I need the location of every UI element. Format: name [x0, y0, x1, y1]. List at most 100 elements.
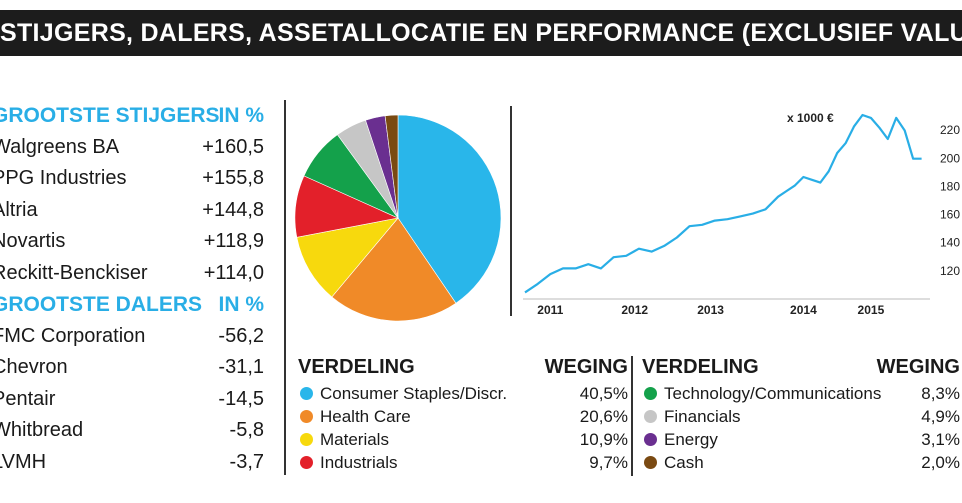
legend-item: Materials 10,9% — [298, 428, 628, 451]
stock-name: Altria — [0, 198, 38, 221]
header-banner: STIJGERS, DALERS, ASSETALLOCATIE EN PERF… — [0, 10, 962, 56]
x-tick-label: 2013 — [697, 303, 724, 317]
allocation-pie-chart — [294, 114, 502, 322]
stock-change: +155,8 — [202, 167, 264, 189]
loser-row: Pentair -14,5 — [0, 384, 272, 416]
gainers-losers-table: GROOTSTE STIJGERS IN % Walgreens BA +160… — [0, 100, 272, 478]
chart-divider — [510, 106, 512, 316]
legend-label: Technology/Communications — [664, 384, 882, 403]
gainers-unit: IN % — [218, 104, 264, 127]
stock-name: LVMH — [0, 450, 47, 473]
page-title: STIJGERS, DALERS, ASSETALLOCATIE EN PERF… — [0, 19, 962, 47]
x-tick-label: 2012 — [621, 303, 648, 317]
gainers-header: GROOTSTE STIJGERS IN % — [0, 100, 272, 132]
stock-change: +160,5 — [202, 135, 264, 158]
legend-label: Cash — [664, 453, 704, 472]
verdeling-heading: VERDELING — [298, 356, 415, 378]
stock-change: -56,2 — [218, 324, 264, 347]
legend-item: Health Care 20,6% — [298, 405, 628, 428]
gainer-row: Novartis +118,9 — [0, 226, 272, 258]
loser-row: FMC Corporation -56,2 — [0, 321, 272, 353]
y-tick-label: 120 — [940, 264, 960, 278]
legend-right: VERDELING WEGING Technology/Communicatio… — [642, 356, 960, 474]
legend-label: Energy — [664, 430, 718, 449]
legend-weight: 10,9% — [579, 430, 628, 449]
legend-weight: 9,7% — [589, 453, 628, 472]
stock-change: +144,8 — [202, 198, 264, 221]
legend-divider — [631, 356, 633, 476]
verdeling-heading: VERDELING — [642, 356, 759, 378]
stock-name: Pentair — [0, 387, 56, 410]
x-tick-label: 2015 — [858, 303, 885, 317]
stock-change: -14,5 — [218, 387, 264, 410]
legend-weight: 4,9% — [921, 407, 960, 426]
weging-heading: WEGING — [876, 356, 960, 378]
legend-color-dot — [644, 410, 657, 423]
gainer-row: Reckitt-Benckiser +114,0 — [0, 258, 272, 290]
legend-label: Materials — [320, 430, 389, 449]
stock-name: Walgreens BA — [0, 135, 120, 158]
portfolio-value-line — [524, 113, 922, 294]
legend-weight: 8,3% — [921, 384, 960, 403]
stock-name: PPG Industries — [0, 167, 127, 189]
y-tick-label: 200 — [940, 151, 960, 165]
stock-change: +118,9 — [203, 230, 264, 252]
legend-item: Cash 2,0% — [642, 451, 960, 474]
pie-slice-materials — [296, 217, 399, 298]
legend-header: VERDELING WEGING — [298, 356, 628, 382]
weging-heading: WEGING — [544, 356, 628, 378]
legend-label: Financials — [664, 407, 741, 426]
y-tick-label: 140 — [940, 236, 960, 250]
legend-weight: 3,1% — [921, 430, 960, 449]
stock-change: -31,1 — [218, 356, 264, 378]
loser-row: Whitbread -5,8 — [0, 415, 272, 447]
stock-name: Whitbread — [0, 419, 84, 441]
gainer-row: Walgreens BA +160,5 — [0, 132, 272, 164]
pie-slice-cash — [384, 114, 399, 219]
column-divider — [284, 100, 286, 475]
performance-line-chart: 120 140 160 180 200 220 2011 2012 2013 2014 2015 x … — [523, 111, 960, 317]
x-tick-label: 2011 — [537, 303, 563, 317]
legend-weight: 20,6% — [579, 407, 628, 426]
legend-weight: 40,5% — [579, 384, 628, 403]
y-tick-label: 160 — [940, 208, 960, 222]
pie-slice-consumer-staples-discr — [397, 114, 502, 304]
loser-row: LVMH -3,7 — [0, 447, 272, 479]
legend-color-dot — [300, 433, 313, 446]
legend-label: Consumer Staples/Discr. — [320, 384, 508, 403]
y-tick-label: 220 — [940, 123, 960, 137]
legend-color-dot — [644, 387, 657, 400]
stock-change: +114,0 — [203, 261, 264, 284]
legend-color-dot — [300, 456, 313, 469]
stock-name: FMC Corporation — [0, 324, 146, 347]
legend-item: Industrials 9,7% — [298, 451, 628, 474]
legend-item: Consumer Staples/Discr. 40,5% — [298, 382, 628, 405]
stock-name: Reckitt-Benckiser — [0, 261, 148, 284]
stock-change: -5,8 — [229, 419, 264, 441]
legend-item: Energy 3,1% — [642, 428, 960, 451]
loser-row: Chevron -31,1 — [0, 352, 272, 384]
x-tick-label: 2014 — [790, 303, 817, 317]
legend-label: Health Care — [320, 407, 411, 426]
gainer-row: PPG Industries +155,8 — [0, 163, 272, 195]
pie-slice-health-care — [331, 217, 457, 322]
legend-color-dot — [644, 456, 657, 469]
losers-unit: IN % — [218, 293, 264, 316]
stock-name: Novartis — [0, 230, 66, 252]
legend-header: VERDELING WEGING — [642, 356, 960, 382]
losers-heading: GROOTSTE DALERS — [0, 293, 203, 316]
legend-label: Industrials — [320, 453, 398, 472]
stock-change: -3,7 — [229, 450, 264, 473]
unit-label: x 1000 € — [787, 111, 834, 125]
legend-left: VERDELING WEGING Consumer Staples/Discr.… — [298, 356, 628, 474]
legend-weight: 2,0% — [921, 453, 960, 472]
legend-color-dot — [300, 387, 313, 400]
gainer-row: Altria +144,8 — [0, 195, 272, 227]
legend-color-dot — [300, 410, 313, 423]
gainers-heading: GROOTSTE STIJGERS — [0, 104, 220, 127]
legend-color-dot — [644, 433, 657, 446]
stock-name: Chevron — [0, 356, 68, 378]
legend-item: Technology/Communications 8,3% — [642, 382, 960, 405]
legend-item: Financials 4,9% — [642, 405, 960, 428]
y-tick-label: 180 — [940, 179, 960, 193]
